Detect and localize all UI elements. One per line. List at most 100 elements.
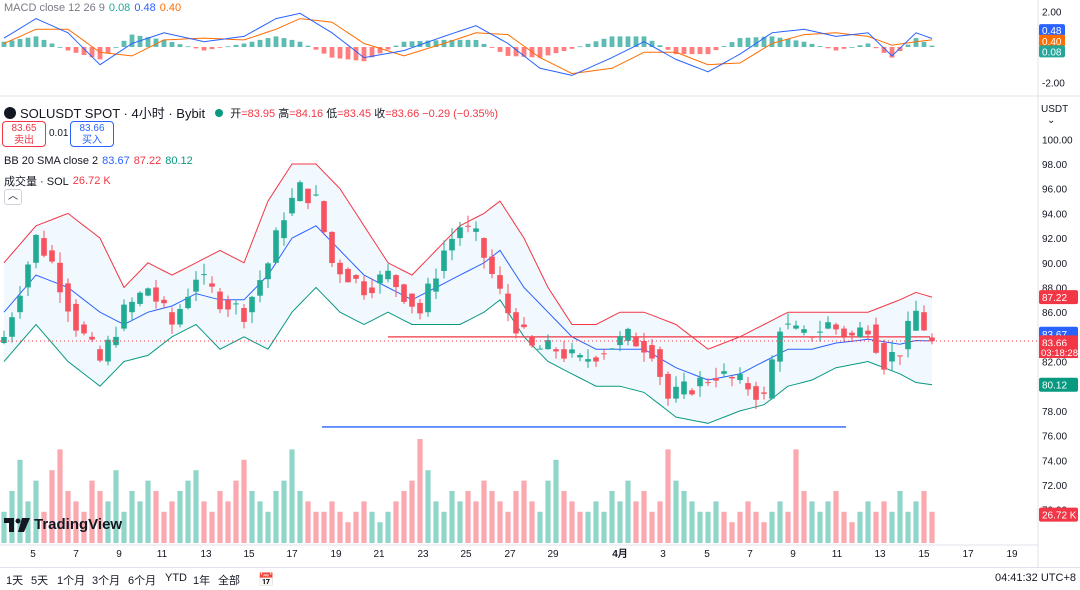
low-value: =83.45 <box>337 107 372 120</box>
candle-body <box>585 359 591 362</box>
candle-body <box>81 324 87 334</box>
time-tick-label: 5 <box>30 549 36 560</box>
candle-body <box>561 349 567 359</box>
candle-body <box>441 250 447 271</box>
candle-body <box>401 284 407 302</box>
macd-histogram-bar <box>833 47 839 51</box>
volume-bar <box>25 501 31 543</box>
macd-histogram-bar <box>785 39 791 47</box>
price-tick-label: 78.00 <box>1042 407 1067 418</box>
macd-histogram-bar <box>177 44 183 47</box>
candle-body <box>129 301 135 313</box>
volume-bar <box>521 480 527 543</box>
sell-button[interactable]: 83.65 卖出 <box>2 121 46 147</box>
time-tick-label: 15 <box>918 549 930 560</box>
price-chart[interactable]: 100.0098.0096.0094.0092.0090.0088.0086.0… <box>0 0 1080 567</box>
macd-histogram-bar <box>153 38 159 47</box>
price-tick-label: 92.00 <box>1042 234 1067 245</box>
volume-bar <box>769 511 775 543</box>
candle-body <box>57 262 63 293</box>
symbol-legend: SOLUSDT SPOT · 4小时 · Bybit 开=83.95 高=84.… <box>4 103 498 122</box>
macd-histogram-bar <box>617 36 623 47</box>
volume-bar <box>481 480 487 543</box>
collapse-legend-button[interactable]: ︿ <box>4 189 22 205</box>
volume-bar <box>833 491 839 543</box>
price-tick-label: 76.00 <box>1042 432 1067 443</box>
currency-selector[interactable]: USDT ⌄ <box>1041 104 1080 126</box>
candle-body <box>625 328 631 341</box>
volume-bar <box>537 511 543 543</box>
candle-body <box>177 309 183 325</box>
candle-body <box>233 303 239 305</box>
macd-histogram-bar <box>121 40 127 47</box>
candle-body <box>329 231 335 263</box>
volume-bar <box>241 459 247 543</box>
volume-bar <box>737 511 743 543</box>
macd-histogram-bar <box>305 45 311 47</box>
time-tick-label: 25 <box>460 549 472 560</box>
macd-histogram-bar <box>417 41 423 47</box>
volume-bar <box>929 511 935 543</box>
bb-band-fill <box>4 164 932 424</box>
volume-bar <box>881 501 887 543</box>
range-5d-button[interactable]: 5天 <box>31 575 49 587</box>
candle-body <box>185 296 191 309</box>
volume-bar <box>305 501 311 543</box>
range-3m-button[interactable]: 3个月 <box>92 575 121 587</box>
volume-bar <box>41 511 47 543</box>
candle-body <box>913 310 919 331</box>
macd-histogram-bar <box>433 40 439 47</box>
volume-bar <box>177 491 183 543</box>
range-6m-button[interactable]: 6个月 <box>128 575 157 587</box>
range-ytd-button[interactable]: YTD <box>165 572 187 584</box>
macd-histogram-bar <box>241 43 247 47</box>
macd-histogram-bar <box>9 40 15 47</box>
candle-body <box>897 355 903 357</box>
candle-body <box>569 349 575 354</box>
volume-bar <box>729 522 735 543</box>
macd-histogram-bar <box>265 38 271 47</box>
range-1m-button[interactable]: 1个月 <box>57 575 86 587</box>
volume-bar <box>817 511 823 543</box>
volume-bar <box>497 501 503 543</box>
spread-value: 0.01 <box>49 128 69 139</box>
candle-body <box>785 323 791 325</box>
range-1y-button[interactable]: 1年 <box>193 575 211 587</box>
macd-histogram-bar <box>553 47 559 54</box>
macd-histogram-bar <box>281 38 287 47</box>
macd-histogram-bar <box>17 39 23 47</box>
macd-histogram-bar <box>481 43 487 47</box>
volume-bar <box>513 491 519 543</box>
volume-bar <box>801 491 807 543</box>
volume-bar <box>433 501 439 543</box>
macd-histogram-bar <box>737 38 743 47</box>
volume-bar <box>865 501 871 543</box>
candle-body <box>313 194 319 196</box>
volume-bar <box>761 522 767 543</box>
close-label: 收 <box>374 107 386 120</box>
candle-body <box>921 312 927 331</box>
volume-bar <box>601 511 607 543</box>
macd-histogram-bar <box>585 43 591 47</box>
candle-body <box>777 331 783 362</box>
macd-histogram-bar <box>689 47 695 55</box>
macd-histogram-value: 0.08 <box>108 2 131 14</box>
countdown-badge <box>1039 346 1078 359</box>
buy-button[interactable]: 83.66 买入 <box>70 121 114 147</box>
symbol-name[interactable]: SOLUSDT SPOT · 4小时 · Bybit <box>20 106 206 121</box>
candle-body <box>433 278 439 292</box>
range-1d-button[interactable]: 1天 <box>6 575 24 587</box>
volume-bar <box>577 511 583 543</box>
candle-body <box>25 264 31 288</box>
range-all-button[interactable]: 全部 <box>218 575 240 587</box>
clock-readout[interactable]: 04:41:32 UTC+8 <box>994 572 1076 584</box>
candle-body <box>545 340 551 350</box>
volume-bar <box>697 511 703 543</box>
time-tick-label: 29 <box>547 549 559 560</box>
price-tick-label: 72.00 <box>1042 481 1067 492</box>
price-badge <box>1039 290 1078 305</box>
macd-histogram-bar <box>185 46 191 48</box>
date-range-calendar-icon[interactable]: 📅 <box>258 572 275 587</box>
candle-body <box>761 392 767 394</box>
volume-bar <box>297 491 303 543</box>
